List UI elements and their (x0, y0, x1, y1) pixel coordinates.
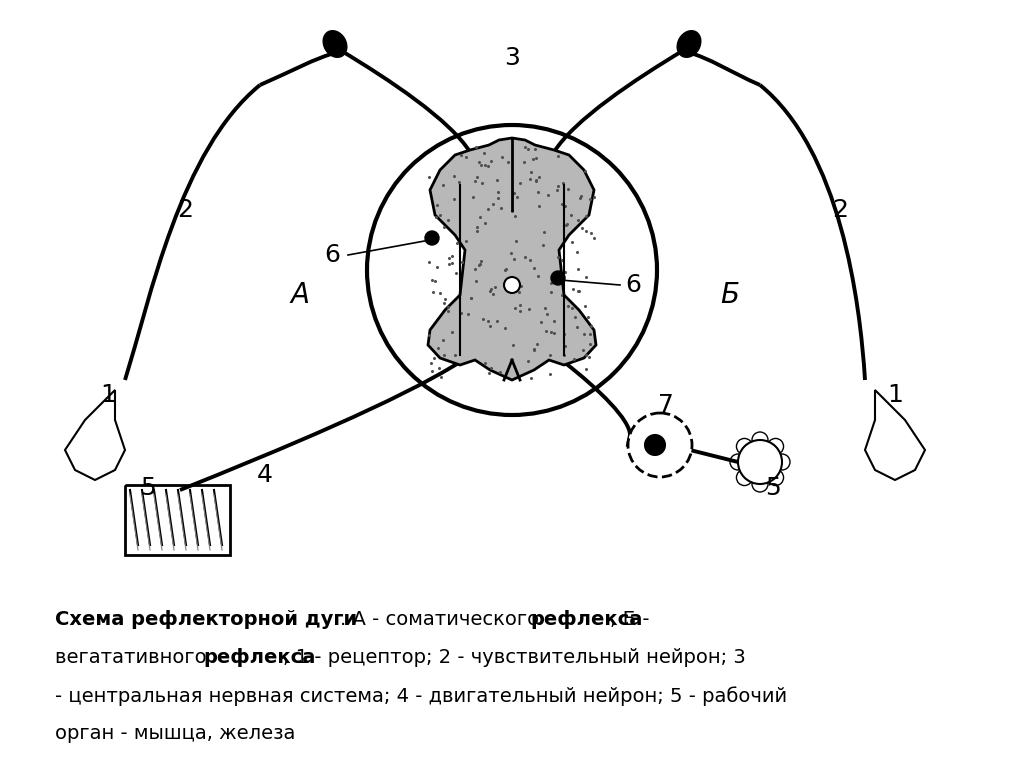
Ellipse shape (324, 31, 347, 58)
Text: рефлекса: рефлекса (203, 648, 315, 667)
PathPatch shape (428, 138, 596, 380)
Text: 5: 5 (765, 476, 781, 500)
Text: . А - соматического: . А - соматического (340, 610, 546, 629)
Text: 5: 5 (140, 476, 156, 500)
Circle shape (504, 277, 520, 293)
Ellipse shape (677, 31, 700, 58)
Text: ; 1 - рецептор; 2 - чувствительный нейрон; 3: ; 1 - рецептор; 2 - чувствительный нейро… (283, 648, 745, 667)
Text: вегатативного: вегатативного (55, 648, 213, 667)
Text: 6: 6 (625, 273, 641, 297)
Circle shape (736, 469, 753, 486)
Circle shape (367, 125, 657, 415)
Text: Б: Б (721, 281, 739, 309)
Text: - центральная нервная система; 4 - двигательный нейрон; 5 - рабочий: - центральная нервная система; 4 - двига… (55, 686, 787, 706)
Text: 1: 1 (887, 383, 903, 407)
PathPatch shape (65, 390, 125, 480)
Circle shape (774, 454, 790, 470)
Text: 3: 3 (504, 46, 520, 70)
Circle shape (768, 469, 783, 486)
Text: 7: 7 (658, 393, 674, 417)
Circle shape (752, 476, 768, 492)
Text: орган - мышца, железа: орган - мышца, железа (55, 724, 295, 743)
Text: А: А (291, 281, 309, 309)
Circle shape (730, 454, 746, 470)
Circle shape (736, 439, 753, 454)
Text: 2: 2 (177, 198, 193, 222)
Text: ; Б -: ; Б - (610, 610, 649, 629)
Circle shape (425, 231, 439, 245)
Circle shape (768, 439, 783, 454)
Text: рефлекса: рефлекса (530, 610, 642, 629)
Text: 4: 4 (257, 463, 273, 487)
Text: 2: 2 (831, 198, 848, 222)
Circle shape (738, 440, 782, 484)
Circle shape (628, 413, 692, 477)
Circle shape (551, 271, 565, 285)
Circle shape (752, 432, 768, 448)
Text: Схема рефлекторной дуги: Схема рефлекторной дуги (55, 610, 357, 629)
PathPatch shape (865, 390, 925, 480)
Text: 6: 6 (324, 243, 340, 267)
Text: 1: 1 (100, 383, 116, 407)
Circle shape (645, 435, 665, 455)
